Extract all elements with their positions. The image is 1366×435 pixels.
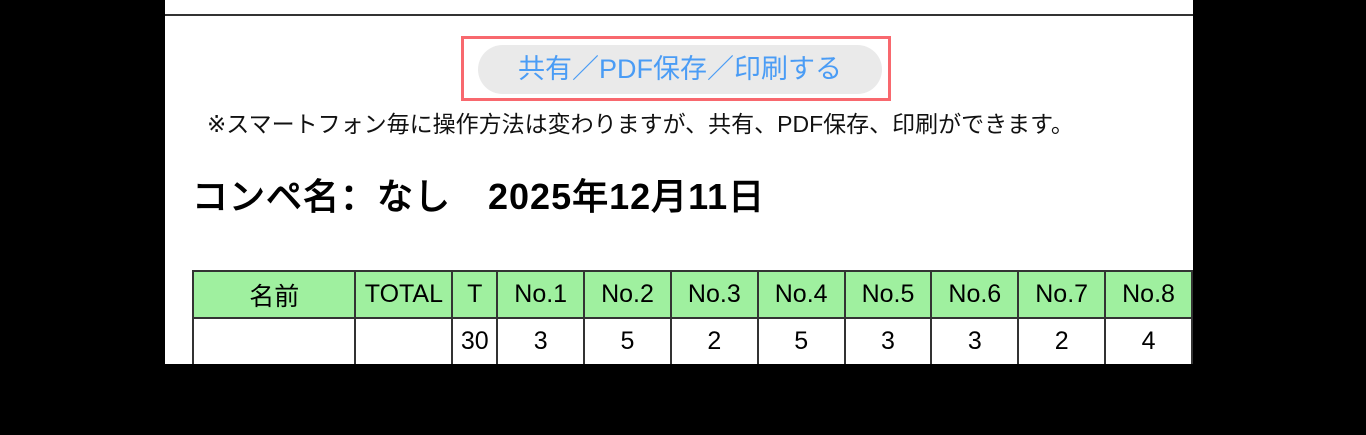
share-pdf-print-button[interactable]: 共有／PDF保存／印刷する — [478, 45, 882, 94]
score-table-header-no3: No.3 — [669, 270, 759, 319]
score-cell-t[interactable]: 30 — [451, 317, 499, 364]
score-table-head: 名前 TOTAL T No.1 No.2 No.3 No.4 No.5 No.6 No.7 No.8 — [192, 270, 1193, 319]
top-divider-rule — [165, 14, 1193, 16]
page-title: コンペ名：なし 2025年12月11日 — [192, 176, 766, 217]
score-cell-no3[interactable]: 2 — [669, 317, 759, 364]
score-cell-total[interactable] — [354, 317, 454, 364]
share-button-highlight-box — [461, 36, 891, 101]
score-table-header-no7: No.7 — [1017, 270, 1107, 319]
score-table-header-no4: No.4 — [756, 270, 846, 319]
score-cell-no8[interactable]: 4 — [1104, 317, 1193, 364]
score-table-header-t: T — [451, 270, 499, 319]
score-table-header-no8: No.8 — [1104, 270, 1193, 319]
score-cell-no7[interactable]: 2 — [1017, 317, 1107, 364]
score-table-scroll-container[interactable]: 名前 TOTAL T No.1 No.2 No.3 No.4 No.5 No.6 No.7 No.8… — [192, 270, 1193, 364]
score-table-header-name: 名前 — [192, 270, 357, 319]
score-cell-no2[interactable]: 5 — [583, 317, 672, 364]
score-table-header-row: 名前 TOTAL T No.1 No.2 No.3 No.4 No.5 No.6 No.7 No.8 — [192, 270, 1193, 319]
score-cell-no1[interactable]: 3 — [496, 317, 586, 364]
score-table-body: 30 3 5 2 5 3 3 2 4 — [192, 317, 1193, 364]
score-cell-no5[interactable]: 3 — [843, 317, 933, 364]
score-table-header-total: TOTAL — [354, 270, 454, 319]
score-table-header-no2: No.2 — [583, 270, 672, 319]
score-cell-no6[interactable]: 3 — [930, 317, 1020, 364]
share-note-text: ※スマートフォン毎に操作方法は変わりますが、共有、PDF保存、印刷ができます。 — [207, 111, 1074, 137]
score-table-header-no6: No.6 — [930, 270, 1020, 319]
score-table-header-no5: No.5 — [843, 270, 933, 319]
page-content-area: 共有／PDF保存／印刷する ※スマートフォン毎に操作方法は変わりますが、共有、P… — [165, 0, 1193, 364]
table-row: 30 3 5 2 5 3 3 2 4 — [192, 317, 1193, 364]
score-cell-name[interactable] — [192, 317, 357, 364]
score-table: 名前 TOTAL T No.1 No.2 No.3 No.4 No.5 No.6 No.7 No.8… — [192, 270, 1193, 364]
score-cell-no4[interactable]: 5 — [756, 317, 846, 364]
score-table-header-no1: No.1 — [496, 270, 586, 319]
